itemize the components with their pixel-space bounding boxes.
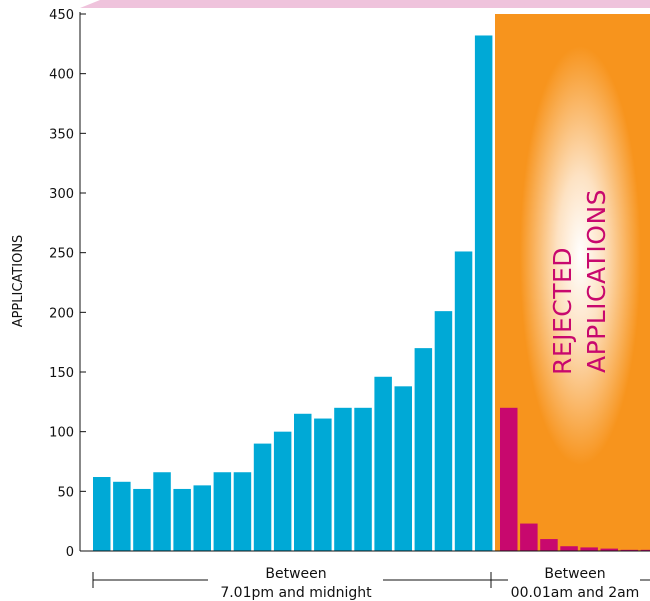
bar-evening bbox=[213, 472, 232, 551]
bar-evening bbox=[414, 348, 433, 551]
bar-night bbox=[600, 548, 618, 551]
rejected-label-line1: REJECTED bbox=[548, 247, 577, 375]
bar-evening bbox=[314, 418, 332, 551]
y-tick-label: 300 bbox=[49, 187, 74, 202]
bar-evening bbox=[294, 413, 312, 551]
bar-night bbox=[640, 549, 650, 551]
y-tick-label: 100 bbox=[49, 426, 74, 441]
bar-night bbox=[540, 539, 558, 551]
bar-evening bbox=[354, 407, 372, 551]
group-label-evening-line1: Between bbox=[265, 566, 326, 582]
y-ticks: 0 50 100 150 200 250 300 350 400 450 bbox=[49, 8, 86, 560]
bar-evening bbox=[253, 443, 272, 551]
bar-evening bbox=[233, 472, 252, 551]
bar-evening bbox=[374, 376, 392, 551]
bar-evening bbox=[454, 251, 473, 551]
y-tick-label: 200 bbox=[49, 306, 74, 321]
bar-evening bbox=[394, 386, 412, 551]
group-label-night-line2: 00.01am and 2am bbox=[511, 585, 640, 601]
bar-evening bbox=[173, 488, 191, 551]
group-label-evening-line2: 7.01pm and midnight bbox=[220, 585, 372, 601]
bar-evening bbox=[193, 485, 211, 551]
bar-night bbox=[520, 523, 538, 551]
y-tick-label: 400 bbox=[49, 68, 74, 83]
y-tick-label: 450 bbox=[49, 8, 74, 23]
bar-night bbox=[580, 547, 598, 551]
bar-evening bbox=[434, 311, 453, 551]
rejected-label-line2: APPLICATIONS bbox=[582, 189, 611, 373]
top-decoration-band bbox=[80, 0, 650, 8]
rejected-region bbox=[495, 14, 650, 551]
bar-night bbox=[560, 546, 578, 551]
bar-evening bbox=[113, 481, 131, 551]
y-axis-label: APPLICATIONS bbox=[11, 235, 26, 328]
y-tick-label: 0 bbox=[66, 545, 74, 560]
bar-evening bbox=[474, 35, 493, 552]
bar-night bbox=[620, 549, 639, 551]
bar-evening bbox=[133, 488, 151, 551]
bar-evening bbox=[93, 477, 111, 551]
bar-evening bbox=[334, 407, 352, 551]
bar-evening bbox=[153, 472, 171, 551]
y-tick-label: 150 bbox=[49, 366, 74, 381]
y-tick-label: 350 bbox=[49, 127, 74, 142]
bar-night bbox=[500, 407, 518, 551]
y-tick-label: 250 bbox=[49, 247, 74, 262]
bar-evening bbox=[273, 431, 292, 551]
y-tick-label: 50 bbox=[57, 485, 74, 500]
group-label-night-line1: Between bbox=[544, 566, 605, 582]
bars-layer bbox=[93, 35, 650, 552]
